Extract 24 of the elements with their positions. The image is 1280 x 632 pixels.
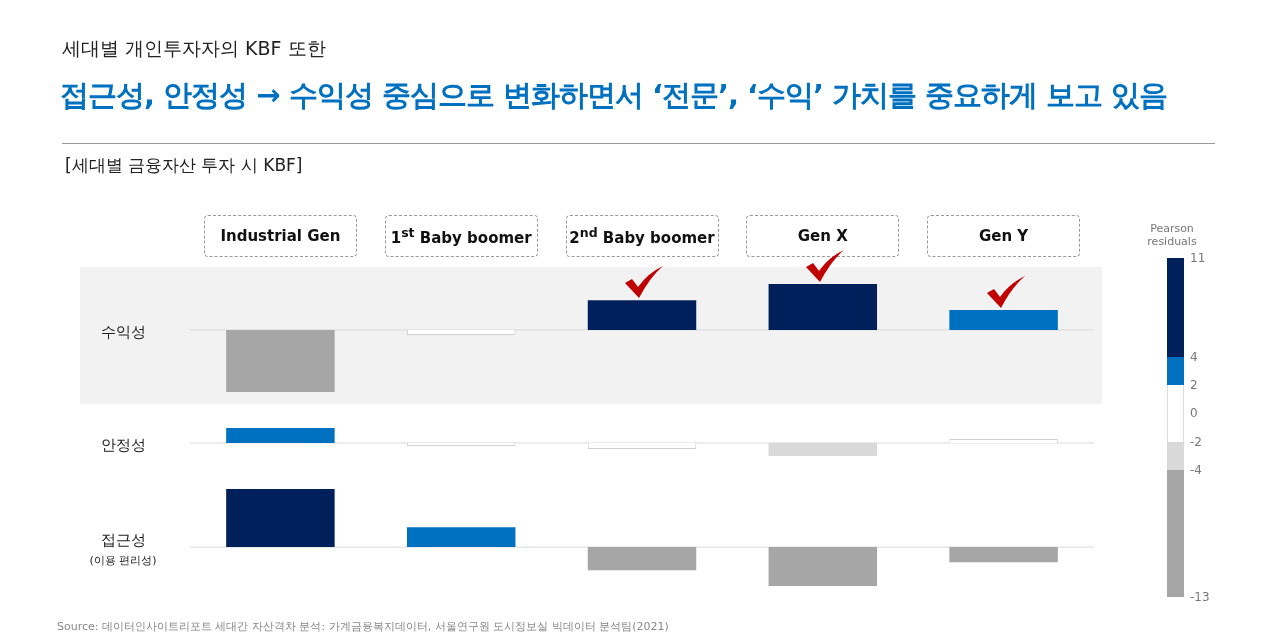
- color-bar-label: 4: [1190, 349, 1198, 364]
- bar: [587, 300, 697, 330]
- x-tick-label: 1$^{st}$ Baby boomer: [390, 225, 532, 247]
- color-bar-label: 11: [1190, 251, 1206, 265]
- y-axis-title: 수익성: [99, 322, 147, 342]
- color-bar-label: -4: [1190, 462, 1202, 477]
- chart-title: [세대별 금융자산 투자 시 KBF]: [65, 154, 303, 177]
- color-bar-label: -13: [1190, 590, 1210, 604]
- x-tick-label: Gen X: [797, 227, 848, 245]
- y-axis-title: 접근성 (이용 편리성): [88, 530, 158, 568]
- source-note: Source: 데이터인사이트리포트 세대간 자산격차 분석: 가계금융복지데이터, 서울연구원 도시정보실 빅데이터 분석팀(2021): [57, 619, 669, 632]
- color-bar-title: Pearson residuals: [1146, 222, 1198, 248]
- text: 세대별 개인투자자의 KBF 또한: [62, 36, 326, 61]
- text: 접근성, 안정성 → 수익성 중심으로 변화하면서 ‘전문’, ‘수익’ 가치를 중요하게 보고 있음: [60, 77, 1168, 114]
- x-tick-label: Industrial Gen: [220, 227, 341, 245]
- bar: [226, 329, 335, 393]
- color-bar-label: 2: [1190, 378, 1198, 393]
- color-bar-label: -2: [1190, 434, 1202, 449]
- y-axis-title: 안정성: [99, 435, 147, 455]
- x-tick-label: 2$^{nd}$ Baby boomer: [569, 225, 715, 247]
- bar: [768, 284, 878, 330]
- x-tick-label: Gen Y: [978, 227, 1029, 245]
- bar: [949, 310, 1058, 330]
- color-bar-label: 0: [1190, 406, 1198, 421]
